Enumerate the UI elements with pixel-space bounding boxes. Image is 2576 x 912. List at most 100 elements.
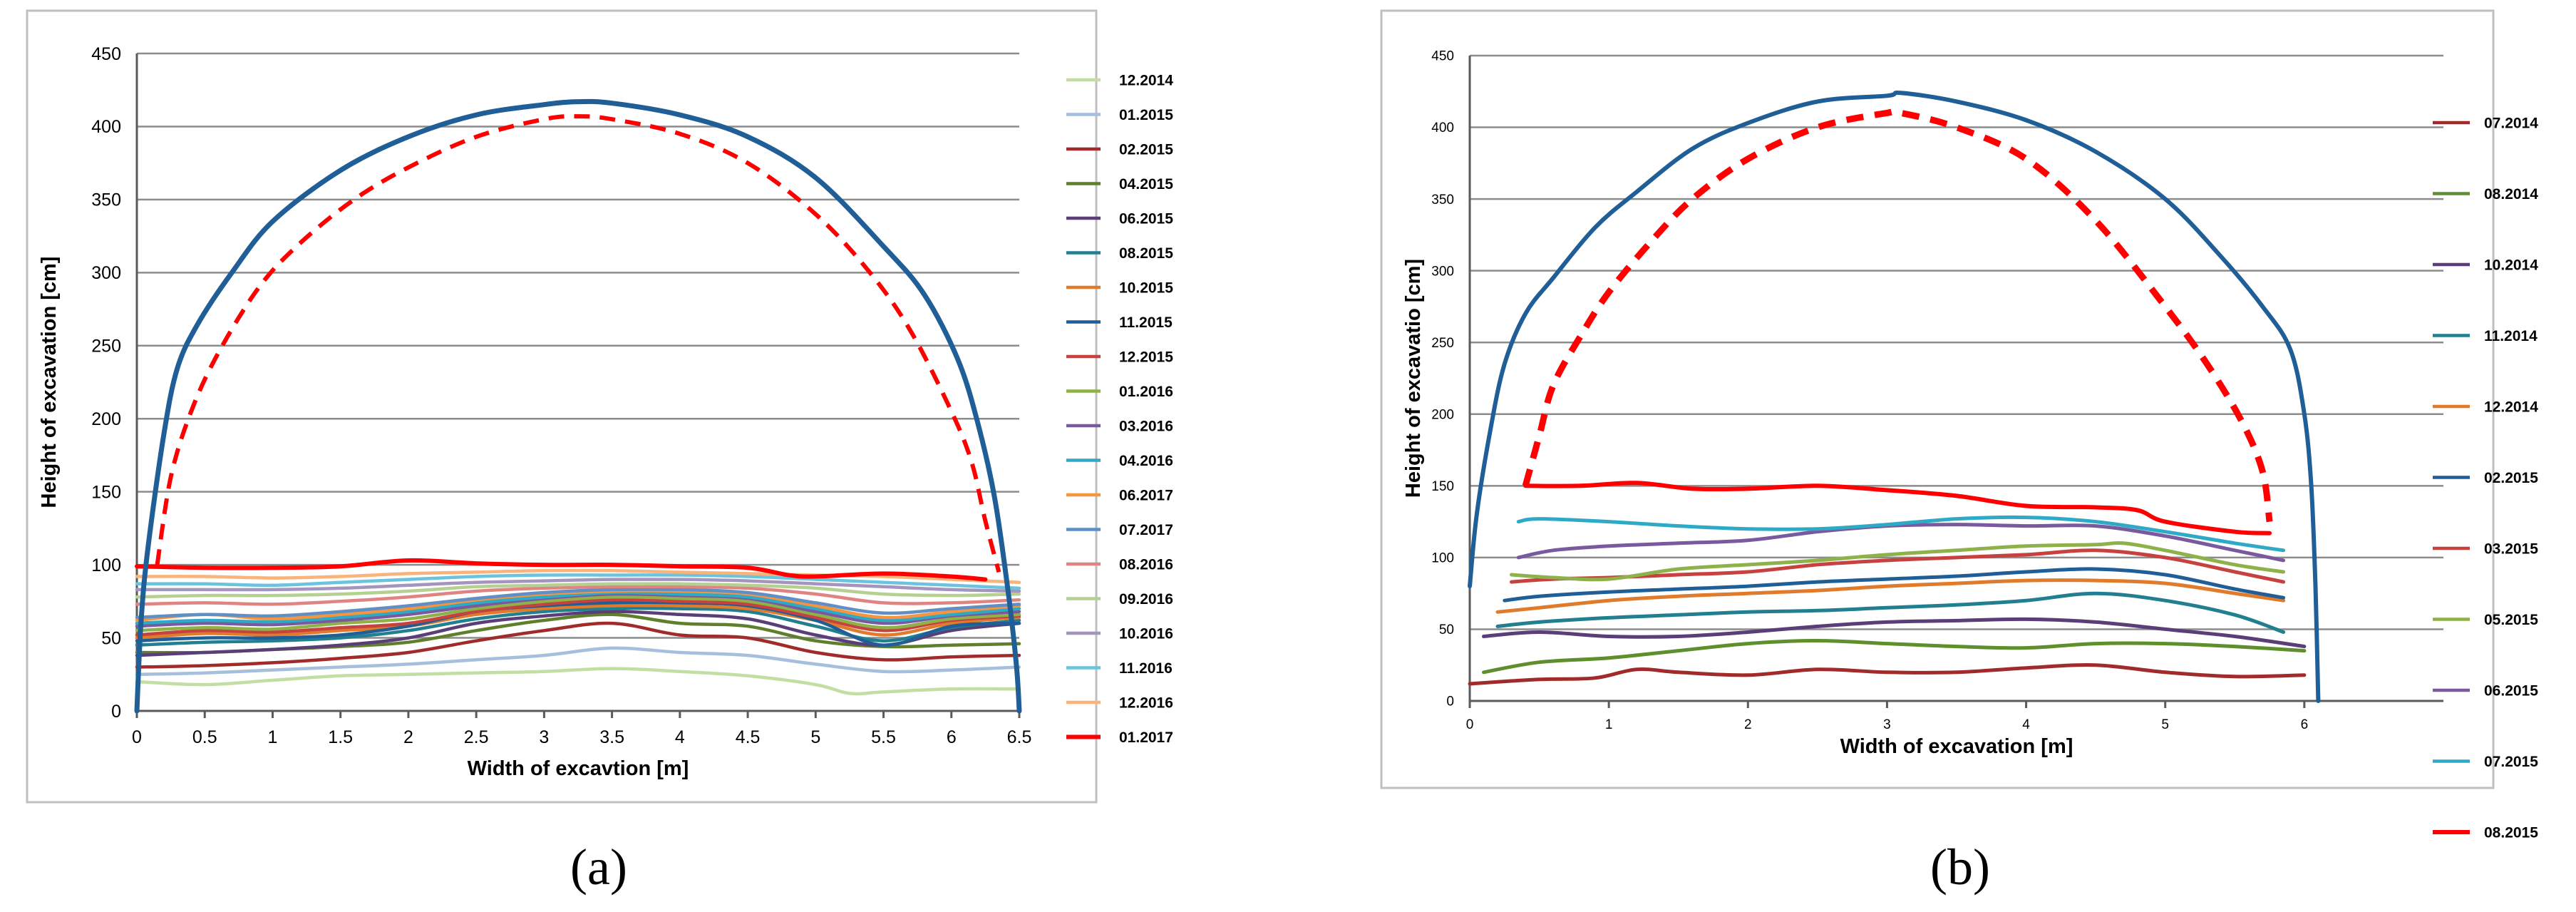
legend-entry: 02.2015 xyxy=(2484,470,2538,486)
legend-entry: 03.2016 xyxy=(1119,419,1173,435)
y-tick-label: 50 xyxy=(101,628,121,648)
y-tick-label: 250 xyxy=(1431,336,1454,351)
legend-entry: 08.2015 xyxy=(1119,245,1173,262)
design-profile-dashed-line xyxy=(155,114,1001,573)
caption-b: (b) xyxy=(1930,839,1990,896)
series-line-01.2016 xyxy=(135,595,1021,632)
x-tick-label: 1 xyxy=(1605,717,1613,732)
legend-entry: 04.2016 xyxy=(1119,453,1173,469)
x-tick-label: 6.5 xyxy=(1007,727,1032,747)
legend-entry: 08.2016 xyxy=(1119,557,1173,573)
legend-entry: 06.2015 xyxy=(2484,683,2538,700)
y-tick-label: 50 xyxy=(1439,622,1454,637)
series-line-10.2014 xyxy=(1482,617,2307,649)
series-line-11.2015 xyxy=(135,600,1021,647)
legend-entry: 07.2015 xyxy=(2484,754,2538,770)
legend-entry: 10.2015 xyxy=(1119,280,1173,297)
series-line-08.2016 xyxy=(135,585,1021,606)
legend-entry: 01.2015 xyxy=(1119,107,1173,123)
x-axis-label: Width of excavtion [m] xyxy=(468,757,689,780)
x-tick-label: 1.5 xyxy=(328,727,353,747)
series-line-10.2016 xyxy=(135,578,1021,593)
x-tick-label: 2 xyxy=(1744,717,1752,732)
x-tick-label: 0 xyxy=(1466,717,1474,732)
legend-entry: 10.2016 xyxy=(1119,626,1173,642)
caption-a: (a) xyxy=(570,839,627,896)
series-line-12.2014 xyxy=(135,667,1021,696)
x-tick-label: 2 xyxy=(403,727,413,747)
legend-entry: 11.2016 xyxy=(1119,660,1173,677)
legend-entry: 08.2015 xyxy=(2484,825,2538,841)
x-tick-label: 5 xyxy=(2161,717,2169,732)
series-line-10.2015 xyxy=(135,603,1021,640)
x-tick-label: 4.5 xyxy=(736,727,761,747)
series-line-08.2015 xyxy=(1523,481,2272,536)
panel-a-chart: 0 50 100 150 200 250 300 350 400 450 0 0.5 1 1.5 2 2.5 3… xyxy=(38,44,1173,780)
y-tick-label: 450 xyxy=(91,44,121,64)
series-line-11.2016 xyxy=(135,573,1021,590)
design-profile-dashed-line xyxy=(1522,108,2273,523)
legend-entry: 05.2015 xyxy=(2484,612,2538,628)
series-line-12.2014 xyxy=(1495,578,2286,614)
y-tick-label: 100 xyxy=(91,555,121,575)
x-tick-label: 5 xyxy=(810,727,820,747)
series-line-07.2014 xyxy=(1468,663,2307,686)
legend-entry: 08.2014 xyxy=(2484,186,2538,203)
series-line-02.2015 xyxy=(1503,567,2286,603)
y-tick-label: 200 xyxy=(1431,407,1454,422)
series-line-08.2015 xyxy=(135,606,1021,647)
y-tick-label: 350 xyxy=(91,190,121,210)
x-tick-label: 2.5 xyxy=(464,727,489,747)
legend-entry: 12.2016 xyxy=(1119,695,1173,712)
legend-entry: 12.2015 xyxy=(1119,349,1173,366)
legend-entry: 11.2015 xyxy=(1119,314,1173,331)
y-axis-label: Height of excavatio [cm] xyxy=(1402,259,1425,498)
x-tick-label: 5.5 xyxy=(871,727,896,747)
y-tick-label: 250 xyxy=(91,337,121,357)
legend-entry: 11.2014 xyxy=(2484,328,2538,344)
y-tick-label: 350 xyxy=(1431,193,1454,207)
legend-entry: 06.2017 xyxy=(1119,488,1173,504)
legend-entry: 03.2015 xyxy=(2484,541,2538,558)
legend-entry: 02.2015 xyxy=(1119,142,1173,158)
series-line-12.2015 xyxy=(135,598,1021,637)
legend-entry: 10.2014 xyxy=(2484,257,2538,274)
x-tick-label: 6 xyxy=(947,727,957,747)
legend-entry: 07.2014 xyxy=(2484,116,2538,132)
y-tick-label: 400 xyxy=(1431,121,1454,135)
y-tick-label: 200 xyxy=(91,409,121,429)
legend-entry: 04.2015 xyxy=(1119,176,1173,193)
excavation-outline-line xyxy=(134,98,1022,714)
x-tick-label: 3 xyxy=(1883,717,1891,732)
y-tick-label: 100 xyxy=(1431,551,1454,566)
x-tick-label: 6 xyxy=(2301,717,2309,732)
y-tick-label: 150 xyxy=(91,482,121,502)
x-tick-label: 3 xyxy=(539,727,549,747)
x-axis-label: Width of excavation [m] xyxy=(1840,735,2073,758)
y-tick-label: 450 xyxy=(1431,49,1454,64)
series-line-04.2016 xyxy=(135,590,1021,625)
y-tick-label: 0 xyxy=(1446,695,1454,709)
series-line-08.2014 xyxy=(1482,639,2307,675)
panel-b-frame xyxy=(1380,9,2495,789)
series-line-07.2015 xyxy=(1516,515,2286,553)
y-tick-label: 400 xyxy=(91,117,121,137)
y-tick-label: 150 xyxy=(1431,479,1454,494)
y-tick-label: 300 xyxy=(91,263,121,283)
y-axis-label: Height of excavation [cm] xyxy=(38,257,61,508)
legend-entry: 01.2016 xyxy=(1119,384,1173,400)
x-tick-label: 3.5 xyxy=(599,727,624,747)
series-line-12.2016 xyxy=(135,568,1021,584)
series-line-01.2017 xyxy=(135,558,988,582)
legend-entry: 06.2015 xyxy=(1119,211,1173,227)
panel-b-chart: 0 50 100 150 200 250 300 350 400 450 0 1 2 3 4 5 6 Width … xyxy=(1402,49,2538,841)
series-line-09.2016 xyxy=(135,582,1021,599)
legend-entry: 01.2017 xyxy=(1119,729,1173,746)
legend-entry: 12.2014 xyxy=(1119,73,1173,89)
x-tick-label: 0.5 xyxy=(192,727,217,747)
x-tick-label: 4 xyxy=(2022,717,2030,732)
series-line-11.2014 xyxy=(1495,591,2286,634)
y-tick-label: 300 xyxy=(1431,264,1454,279)
legend-entry: 12.2014 xyxy=(2484,399,2538,416)
